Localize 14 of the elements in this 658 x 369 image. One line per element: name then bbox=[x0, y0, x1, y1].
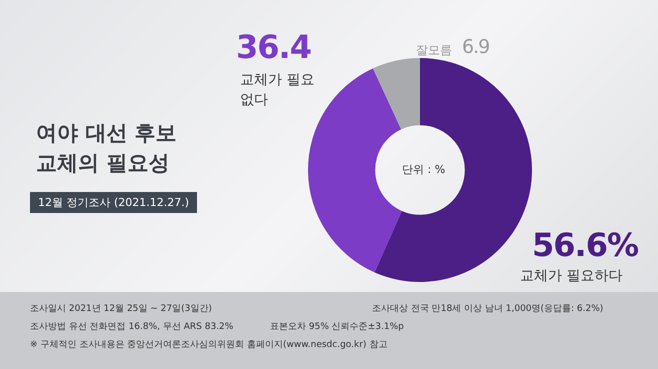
slice-label: 교체가 필요없다 bbox=[240, 71, 316, 110]
text: 조사일시 2021년 12월 25일 ~ 27일(3일간) bbox=[30, 303, 212, 315]
text: 12월 정기조사 (2021.12.27.) bbox=[30, 192, 198, 213]
text: 여야 대선 후보 교체의 필요성 bbox=[36, 120, 177, 177]
slice-label: 교체가 필요하다 bbox=[520, 267, 622, 286]
data-label: 36.4 bbox=[236, 28, 311, 66]
text: 단위 : % bbox=[402, 162, 446, 177]
data-label: 6.9 bbox=[462, 36, 490, 58]
text: 조사대상 전국 만18세 이상 남녀 1,000명(응답률: 6.2%) bbox=[372, 303, 604, 315]
text: 조사방법 유선 전화면접 16.8%, 무선 ARS 83.2% bbox=[30, 321, 234, 333]
data-label: 56.6% bbox=[532, 226, 638, 264]
slice-label: 잘모름 bbox=[416, 42, 452, 59]
text: 표본오차 95% 신뢰수준±3.1%p bbox=[270, 321, 404, 333]
text: ※ 구체적인 조사내용은 중앙선거여론조사심의위원회 홈페이지(www.nesdc.go.kr) 참고 bbox=[30, 339, 388, 351]
